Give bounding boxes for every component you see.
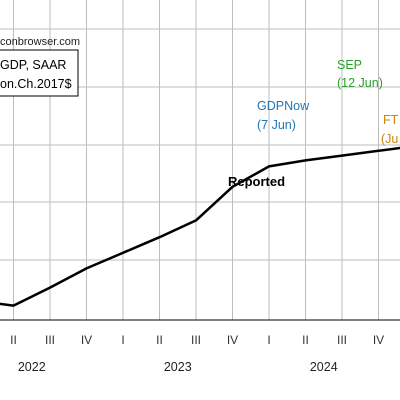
year-label: 2024 <box>310 360 338 374</box>
x-tick-label: III <box>45 333 55 347</box>
legend-box <box>0 49 79 97</box>
x-tick-label: II <box>302 333 309 347</box>
year-label: 2022 <box>18 360 46 374</box>
legend-line-1: GDP, SAAR <box>0 58 66 72</box>
year-label: 2023 <box>164 360 192 374</box>
x-tick-label: I <box>121 333 124 347</box>
x-tick-label: IV <box>227 333 238 347</box>
x-tick-label: IV <box>373 333 384 347</box>
year-labels: 2022 2023 2024 <box>18 360 338 374</box>
x-tick-label: IV <box>81 333 92 347</box>
ft-annotation-name: FT <box>383 113 399 127</box>
reported-annotation: Reported <box>228 174 285 189</box>
x-tick-label: III <box>337 333 347 347</box>
sep-annotation-name: SEP <box>337 58 362 72</box>
gdpnow-annotation-date: (7 Jun) <box>257 118 296 132</box>
grid-lines <box>0 0 400 320</box>
gdpnow-annotation-name: GDPNow <box>257 99 310 113</box>
x-tick-label: I <box>267 333 270 347</box>
x-tick-label: II <box>10 333 17 347</box>
x-tick-labels: IIIIIIVIIIIIIIVIIIIIIIVI <box>10 333 384 347</box>
legend-line-2: on.Ch.2017$ <box>0 77 72 91</box>
x-tick-label: III <box>191 333 201 347</box>
reported-series-line <box>0 146 400 307</box>
sep-annotation-date: (12 Jun) <box>337 76 383 90</box>
ft-annotation-date: (Ju <box>381 132 398 146</box>
x-tick-label: II <box>156 333 163 347</box>
source-watermark: conbrowser.com <box>0 36 80 48</box>
